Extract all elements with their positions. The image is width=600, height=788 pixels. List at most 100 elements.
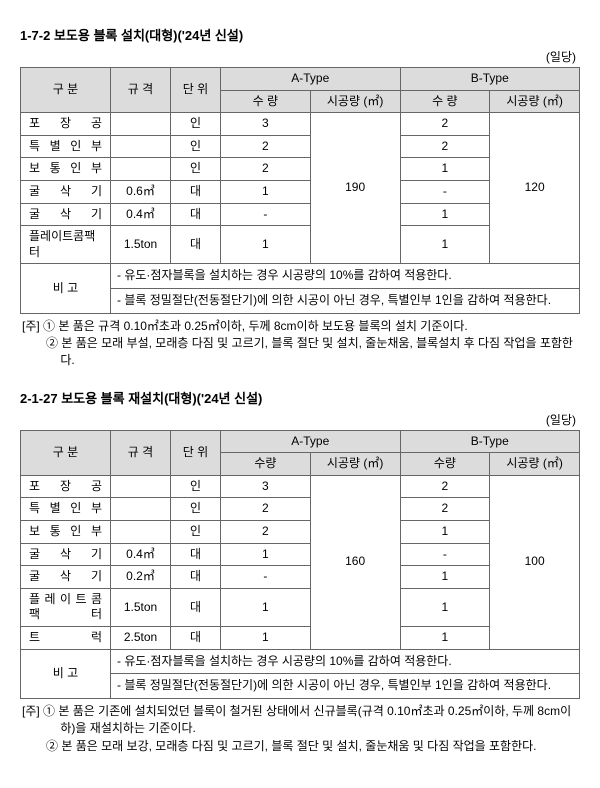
cell-unit: 대 [171, 588, 221, 626]
cell-b-qty: 1 [400, 158, 490, 181]
cell-name: 굴 삭 기 [21, 543, 111, 566]
footnote-line: ② 본 품은 모래 보강, 모래층 다짐 및 고르기, 블록 절단 및 설치, … [22, 738, 578, 755]
cell-b-qty: 2 [400, 113, 490, 136]
cell-spec: 0.4㎥ [111, 543, 171, 566]
cell-spec: 2.5ton [111, 627, 171, 650]
cell-b-qty: 1 [400, 203, 490, 226]
cell-b-qty: 1 [400, 566, 490, 589]
bigo-line: - 블록 정밀절단(전동절단기)에 의한 시공이 아닌 경우, 특별인부 1인을… [111, 674, 580, 699]
table-header-row: 구 분 규 격 단 위 A-Type B-Type [21, 68, 580, 91]
cell-spec: 1.5ton [111, 588, 171, 626]
bigo-label: 비 고 [21, 264, 111, 313]
cell-a-qty: 2 [221, 135, 311, 158]
cell-b-qty: 2 [400, 135, 490, 158]
table-bigo-row: 비 고 - 유도·점자블록을 설치하는 경우 시공량의 10%를 감하여 적용한… [21, 264, 580, 289]
hdr-a-suryang: 수 량 [221, 90, 311, 113]
cell-b-qty: - [400, 543, 490, 566]
section1-table: 구 분 규 격 단 위 A-Type B-Type 수 량 시공량 (㎡) 수 … [20, 67, 580, 314]
hdr-a-type: A-Type [221, 68, 401, 91]
cell-b-sigong: 120 [490, 113, 580, 264]
section2-footnotes: [주] ① 본 품은 기존에 설치되었던 블록이 철거된 상태에서 신규블록(규… [22, 703, 578, 755]
cell-unit: 인 [171, 521, 221, 544]
cell-spec [111, 113, 171, 136]
cell-a-qty: 1 [221, 180, 311, 203]
cell-spec: 0.6㎥ [111, 180, 171, 203]
hdr-gyugyeok: 규 격 [111, 430, 171, 475]
cell-spec [111, 475, 171, 498]
cell-a-qty: - [221, 566, 311, 589]
cell-a-qty: 1 [221, 226, 311, 264]
cell-b-qty: 1 [400, 226, 490, 264]
cell-unit: 대 [171, 226, 221, 264]
hdr-b-type: B-Type [400, 68, 580, 91]
cell-name: 특 별 인 부 [21, 135, 111, 158]
cell-spec: 0.4㎥ [111, 203, 171, 226]
table-header-row: 구 분 규 격 단 위 A-Type B-Type [21, 430, 580, 453]
hdr-a-sigong: 시공량 (㎡) [310, 90, 400, 113]
hdr-gyugyeok: 규 격 [111, 68, 171, 113]
cell-a-qty: 1 [221, 543, 311, 566]
cell-a-qty: 1 [221, 588, 311, 626]
cell-a-sigong: 160 [310, 475, 400, 649]
cell-unit: 인 [171, 113, 221, 136]
cell-b-qty: 2 [400, 498, 490, 521]
hdr-b-suryang: 수 량 [400, 90, 490, 113]
cell-a-qty: 2 [221, 521, 311, 544]
cell-spec [111, 135, 171, 158]
cell-spec [111, 521, 171, 544]
footnote-line: [주] ① 본 품은 규격 0.10㎡초과 0.25㎡이하, 두께 8cm이하 … [22, 318, 578, 335]
cell-b-sigong: 100 [490, 475, 580, 649]
cell-unit: 인 [171, 158, 221, 181]
section2-table: 구 분 규 격 단 위 A-Type B-Type 수량 시공량 (㎡) 수량 … [20, 430, 580, 699]
hdr-b-sigong: 시공량 (㎡) [490, 453, 580, 476]
cell-unit: 대 [171, 543, 221, 566]
section1-unit-label: (일당) [20, 48, 576, 65]
cell-b-qty: - [400, 180, 490, 203]
cell-b-qty: 1 [400, 588, 490, 626]
cell-a-qty: 3 [221, 113, 311, 136]
bigo-line: - 블록 정밀절단(전동절단기)에 의한 시공이 아닌 경우, 특별인부 1인을… [111, 288, 580, 313]
cell-name: 트 럭 [21, 627, 111, 650]
cell-name: 굴 삭 기 [21, 180, 111, 203]
cell-spec [111, 498, 171, 521]
cell-name: 굴 삭 기 [21, 203, 111, 226]
bigo-line: - 유도·점자블록을 설치하는 경우 시공량의 10%를 감하여 적용한다. [111, 264, 580, 289]
hdr-a-suryang: 수량 [221, 453, 311, 476]
cell-b-qty: 1 [400, 521, 490, 544]
table-bigo-row: 비 고 - 유도·점자블록을 설치하는 경우 시공량의 10%를 감하여 적용한… [21, 649, 580, 674]
bigo-label: 비 고 [21, 649, 111, 698]
hdr-danwi: 단 위 [171, 430, 221, 475]
cell-a-qty: 3 [221, 475, 311, 498]
section2-unit-label: (일당) [20, 411, 576, 428]
hdr-b-sigong: 시공량 (㎡) [490, 90, 580, 113]
section1-title: 1-7-2 보도용 블록 설치(대형)('24년 신설) [20, 25, 580, 44]
cell-a-qty: 2 [221, 498, 311, 521]
cell-name: 보 통 인 부 [21, 521, 111, 544]
cell-unit: 대 [171, 180, 221, 203]
footnote-line: [주] ① 본 품은 기존에 설치되었던 블록이 철거된 상태에서 신규블록(규… [22, 703, 578, 738]
cell-a-qty: 2 [221, 158, 311, 181]
cell-name: 포 장 공 [21, 475, 111, 498]
hdr-b-suryang: 수량 [400, 453, 490, 476]
cell-unit: 대 [171, 627, 221, 650]
table-row: 포 장 공 인 3 160 2 100 [21, 475, 580, 498]
cell-name: 포 장 공 [21, 113, 111, 136]
hdr-a-sigong: 시공량 (㎡) [310, 453, 400, 476]
cell-spec: 1.5ton [111, 226, 171, 264]
cell-name: 특 별 인 부 [21, 498, 111, 521]
cell-unit: 인 [171, 498, 221, 521]
cell-a-qty: - [221, 203, 311, 226]
cell-name: 플 레 이 트 콤 팩 터 [21, 588, 111, 626]
section2-title: 2-1-27 보도용 블록 재설치(대형)('24년 신설) [20, 388, 580, 407]
cell-name: 플레이트콤팩터 [21, 226, 111, 264]
cell-a-sigong: 190 [310, 113, 400, 264]
cell-spec [111, 158, 171, 181]
cell-unit: 인 [171, 475, 221, 498]
cell-name: 굴 삭 기 [21, 566, 111, 589]
table-row: 포 장 공 인 3 190 2 120 [21, 113, 580, 136]
cell-name: 보 통 인 부 [21, 158, 111, 181]
cell-unit: 대 [171, 203, 221, 226]
hdr-danwi: 단 위 [171, 68, 221, 113]
hdr-gubun: 구 분 [21, 430, 111, 475]
hdr-gubun: 구 분 [21, 68, 111, 113]
